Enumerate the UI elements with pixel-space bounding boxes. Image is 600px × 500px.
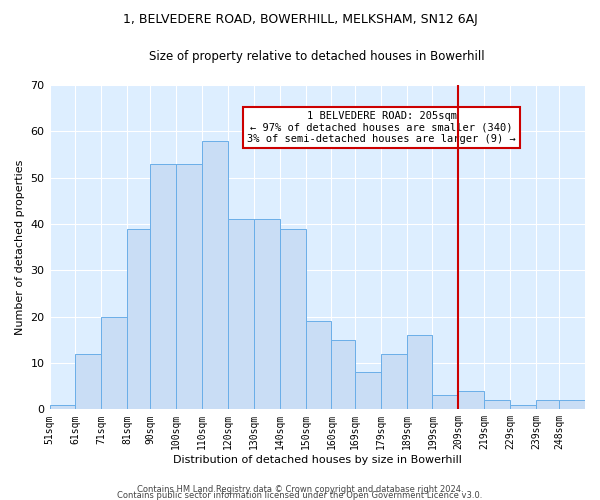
Text: 1 BELVEDERE ROAD: 205sqm
← 97% of detached houses are smaller (340)
3% of semi-d: 1 BELVEDERE ROAD: 205sqm ← 97% of detach… bbox=[247, 111, 516, 144]
Bar bbox=[280, 228, 305, 410]
Bar bbox=[305, 322, 331, 410]
Bar bbox=[254, 220, 280, 410]
Bar bbox=[331, 340, 355, 409]
Bar bbox=[559, 400, 585, 409]
Title: Size of property relative to detached houses in Bowerhill: Size of property relative to detached ho… bbox=[149, 50, 485, 63]
Bar bbox=[433, 396, 458, 409]
Bar bbox=[127, 228, 151, 410]
Bar bbox=[176, 164, 202, 410]
Bar bbox=[510, 404, 536, 409]
Bar bbox=[202, 140, 228, 409]
Bar bbox=[407, 335, 433, 409]
Bar bbox=[458, 391, 484, 409]
Bar bbox=[50, 404, 76, 409]
Text: Contains HM Land Registry data © Crown copyright and database right 2024.: Contains HM Land Registry data © Crown c… bbox=[137, 484, 463, 494]
Text: Contains public sector information licensed under the Open Government Licence v3: Contains public sector information licen… bbox=[118, 490, 482, 500]
Bar bbox=[228, 220, 254, 410]
Bar bbox=[536, 400, 559, 409]
Bar bbox=[484, 400, 510, 409]
Bar bbox=[355, 372, 380, 410]
Bar bbox=[151, 164, 176, 410]
Bar bbox=[380, 354, 407, 410]
Bar bbox=[76, 354, 101, 410]
Text: 1, BELVEDERE ROAD, BOWERHILL, MELKSHAM, SN12 6AJ: 1, BELVEDERE ROAD, BOWERHILL, MELKSHAM, … bbox=[122, 12, 478, 26]
X-axis label: Distribution of detached houses by size in Bowerhill: Distribution of detached houses by size … bbox=[173, 455, 462, 465]
Bar bbox=[101, 316, 127, 410]
Y-axis label: Number of detached properties: Number of detached properties bbox=[15, 160, 25, 335]
